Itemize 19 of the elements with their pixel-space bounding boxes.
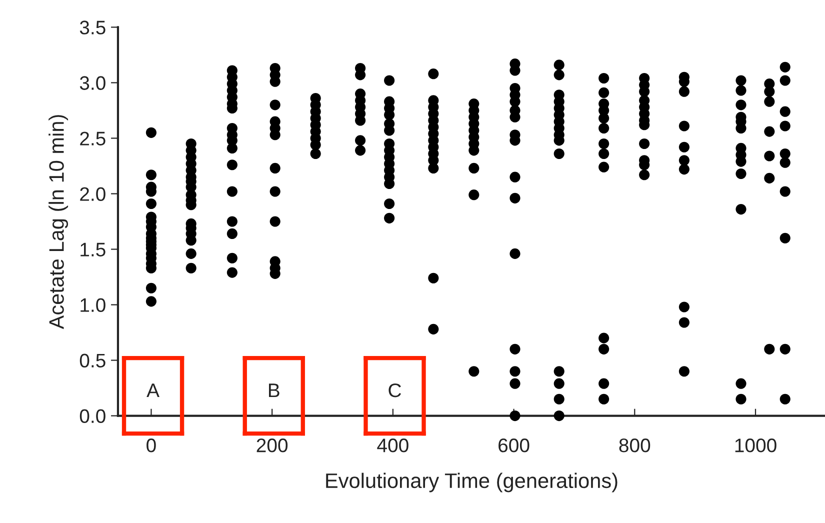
- x-axis-title: Evolutionary Time (generations): [326, 472, 618, 492]
- y-tick-label: 1.0: [80, 298, 106, 312]
- y-tick-label: 3.0: [80, 76, 106, 90]
- annotation: B: [268, 384, 280, 398]
- x-tick-label: 800: [619, 438, 650, 452]
- annotation: C: [388, 383, 402, 398]
- x-tick-label: 0: [146, 438, 156, 452]
- annotation: A: [146, 384, 160, 398]
- y-axis-title: Acetate Lag (ln 10 min): [48, 115, 68, 330]
- x-tick-label: 1000: [735, 438, 776, 452]
- y-tick-label: 0.5: [80, 354, 106, 368]
- y-tick-label: 1.5: [80, 242, 106, 256]
- y-tick-label: 2.0: [80, 187, 106, 201]
- y-tick-label: 2.5: [80, 132, 106, 146]
- y-tick-label: 0.0: [80, 409, 106, 424]
- y-tick-label: 3.5: [80, 20, 106, 34]
- x-tick-label: 200: [256, 438, 288, 452]
- x-tick-label: 600: [498, 438, 530, 452]
- x-tick-label: 400: [377, 438, 408, 452]
